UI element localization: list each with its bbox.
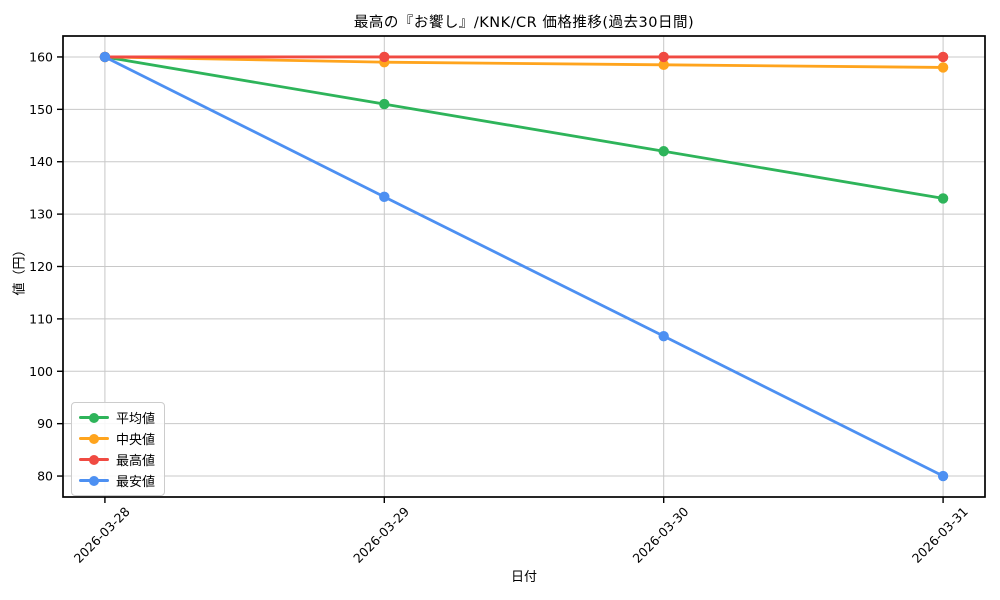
y-tick-label: 120 xyxy=(29,259,53,274)
data-point-marker xyxy=(379,51,390,63)
x-tick-label: 2026-03-28 xyxy=(71,504,133,566)
series-line-0 xyxy=(103,55,945,200)
x-axis-label: 日付 xyxy=(510,570,537,585)
legend-marker-icon xyxy=(79,454,109,466)
legend-label: 最安値 xyxy=(116,475,156,490)
y-tick-label: 110 xyxy=(29,311,53,326)
legend-item: 中央値 xyxy=(79,429,155,448)
data-point-marker xyxy=(658,51,669,63)
data-point-marker xyxy=(379,98,390,110)
y-tick-label: 150 xyxy=(29,102,53,117)
data-point-marker xyxy=(937,193,949,204)
y-tick-label: 100 xyxy=(29,364,53,379)
x-tick-label: 2026-03-30 xyxy=(630,504,692,566)
series-line-3 xyxy=(103,55,945,478)
legend-marker-icon xyxy=(79,475,109,487)
x-tick-label: 2026-03-29 xyxy=(350,504,412,566)
x-tick-label: 2026-03-31 xyxy=(909,504,971,566)
chart-title: 最高の『お饗し』/KNK/CR 価格推移(過去30日間) xyxy=(353,15,695,31)
data-point-marker xyxy=(937,470,949,482)
data-point-marker xyxy=(937,62,949,73)
y-tick-label: 130 xyxy=(29,207,53,222)
y-tick-label: 160 xyxy=(29,49,53,64)
y-tick-label: 140 xyxy=(29,154,53,169)
series-line-1 xyxy=(103,55,945,69)
data-point-marker xyxy=(99,51,111,63)
legend-marker-icon xyxy=(79,412,109,424)
legend-label: 中央値 xyxy=(116,433,156,448)
legend-item: 最安値 xyxy=(79,471,155,490)
legend-label: 平均値 xyxy=(116,412,156,427)
data-point-marker xyxy=(379,191,390,203)
data-point-marker xyxy=(658,330,669,342)
legend-label: 最高値 xyxy=(116,454,156,469)
legend-marker-icon xyxy=(79,433,109,445)
legend: 平均値中央値最高値最安値 xyxy=(71,402,166,496)
legend-item: 平均値 xyxy=(79,408,155,427)
y-tick-label: 90 xyxy=(37,416,53,431)
data-point-marker xyxy=(658,59,669,71)
data-point-marker xyxy=(658,146,669,157)
legend-item: 最高値 xyxy=(79,450,155,469)
data-point-marker xyxy=(937,51,949,63)
y-tick-label: 80 xyxy=(37,469,53,484)
